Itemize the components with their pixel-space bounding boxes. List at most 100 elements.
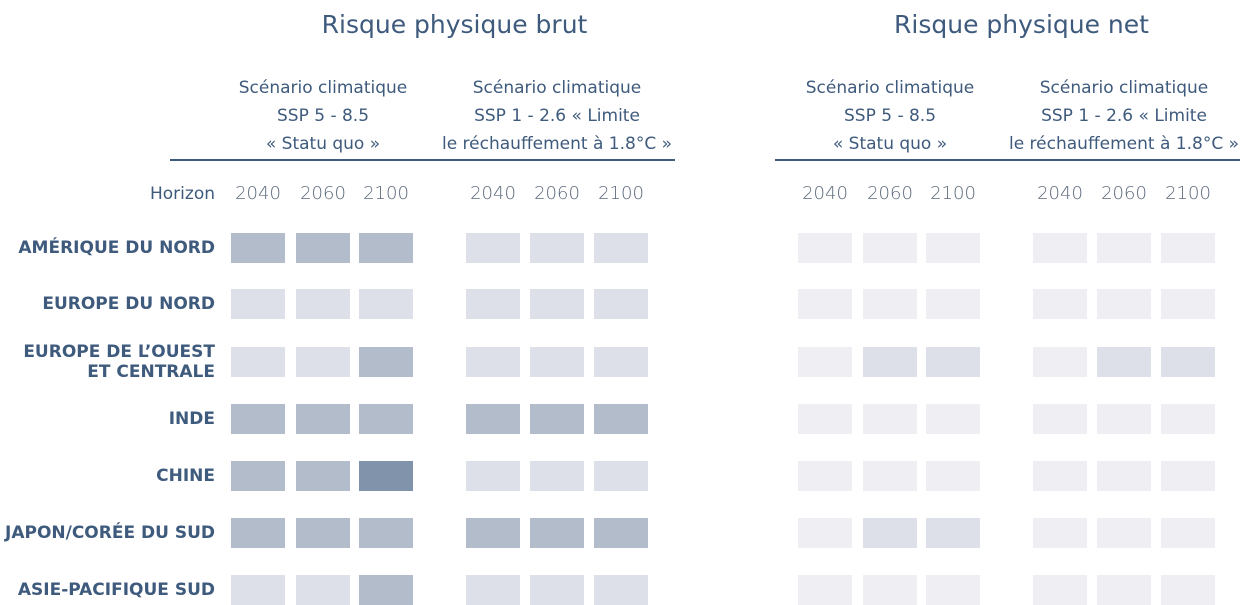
year-label: 2100 <box>363 183 409 204</box>
risk-cell <box>594 289 648 319</box>
risk-cell <box>1161 289 1215 319</box>
risk-cell <box>926 575 980 605</box>
risk-cell <box>1033 518 1087 548</box>
risk-cell <box>926 289 980 319</box>
risk-cell <box>1161 518 1215 548</box>
risk-cell <box>466 289 520 319</box>
risk-cell <box>530 233 584 263</box>
risk-cell <box>1033 575 1087 605</box>
scenario-label: le réchauffement à 1.8°C » <box>1009 134 1239 154</box>
risk-cell <box>296 347 350 377</box>
risk-cell <box>798 347 852 377</box>
risk-cell <box>466 575 520 605</box>
risk-cell <box>863 461 917 491</box>
risk-cell <box>926 518 980 548</box>
row-header: Horizon <box>150 184 215 204</box>
row-label: ET CENTRALE <box>87 362 215 382</box>
risk-cell <box>466 347 520 377</box>
risk-cell <box>1097 518 1151 548</box>
risk-cell <box>296 233 350 263</box>
risk-cell <box>798 233 852 263</box>
risk-cell <box>1097 347 1151 377</box>
risk-cell <box>863 404 917 434</box>
risk-cell <box>1097 404 1151 434</box>
risk-cell <box>594 518 648 548</box>
risk-cell <box>296 518 350 548</box>
scenario-label: SSP 5 - 8.5 <box>844 106 936 126</box>
risk-cell <box>926 347 980 377</box>
risk-cell <box>1097 575 1151 605</box>
risk-cell <box>1033 233 1087 263</box>
scenario-label: Scénario climatique <box>239 78 408 98</box>
risk-cell <box>466 404 520 434</box>
risk-cell <box>1161 575 1215 605</box>
year-label: 2040 <box>802 183 848 204</box>
year-label: 2040 <box>235 183 281 204</box>
risk-cell <box>466 233 520 263</box>
scenario-label: SSP 1 - 2.6 « Limite <box>474 106 640 126</box>
panel-title: Risque physique net <box>894 10 1149 39</box>
risk-cell <box>594 347 648 377</box>
row-label: ASIE-PACIFIQUE SUD <box>18 580 215 600</box>
risk-cell <box>1097 461 1151 491</box>
risk-cell <box>530 289 584 319</box>
risk-cell <box>466 461 520 491</box>
risk-cell <box>1161 404 1215 434</box>
risk-cell <box>359 347 413 377</box>
row-label: JAPON/CORÉE DU SUD <box>4 521 215 543</box>
year-label: 2060 <box>534 183 580 204</box>
row-label: INDE <box>169 409 215 429</box>
risk-cell <box>594 461 648 491</box>
year-label: 2100 <box>598 183 644 204</box>
scenario-label: SSP 1 - 2.6 « Limite <box>1041 106 1207 126</box>
risk-cell <box>926 233 980 263</box>
risk-cell <box>926 404 980 434</box>
risk-cell <box>1033 347 1087 377</box>
risk-cell <box>1161 347 1215 377</box>
risk-cell <box>530 461 584 491</box>
risk-cell <box>296 289 350 319</box>
risk-cell <box>359 461 413 491</box>
risk-cell <box>466 518 520 548</box>
risk-cell <box>231 518 285 548</box>
panel-title: Risque physique brut <box>322 10 588 39</box>
risk-cell <box>231 233 285 263</box>
year-label: 2100 <box>930 183 976 204</box>
risk-cell <box>231 289 285 319</box>
risk-cell <box>231 575 285 605</box>
risk-cell <box>530 347 584 377</box>
risk-cell <box>863 518 917 548</box>
scenario-label: SSP 5 - 8.5 <box>277 106 369 126</box>
risk-cell <box>359 404 413 434</box>
scenario-label: « Statu quo » <box>833 134 947 154</box>
risk-cell <box>863 289 917 319</box>
risk-cell <box>798 461 852 491</box>
risk-cell <box>359 289 413 319</box>
risk-cell <box>798 289 852 319</box>
risk-cell <box>530 404 584 434</box>
risk-cell <box>798 404 852 434</box>
scenario-label: Scénario climatique <box>806 78 975 98</box>
risk-cell <box>530 575 584 605</box>
risk-cell <box>798 518 852 548</box>
risk-cell <box>1033 461 1087 491</box>
year-label: 2040 <box>1037 183 1083 204</box>
risk-cell <box>594 575 648 605</box>
risk-cell <box>863 347 917 377</box>
risk-cell <box>1097 233 1151 263</box>
risk-cell <box>231 404 285 434</box>
year-label: 2060 <box>1101 183 1147 204</box>
risk-cell <box>863 233 917 263</box>
year-label: 2100 <box>1165 183 1211 204</box>
row-label: AMÉRIQUE DU NORD <box>18 236 215 258</box>
scenario-label: Scénario climatique <box>473 78 642 98</box>
risk-cell <box>1161 461 1215 491</box>
year-label: 2040 <box>470 183 516 204</box>
risk-cell <box>1033 404 1087 434</box>
risk-cell <box>1097 289 1151 319</box>
risk-cell <box>296 575 350 605</box>
risk-cell <box>863 575 917 605</box>
risk-cell <box>296 461 350 491</box>
scenario-label: le réchauffement à 1.8°C » <box>442 134 672 154</box>
